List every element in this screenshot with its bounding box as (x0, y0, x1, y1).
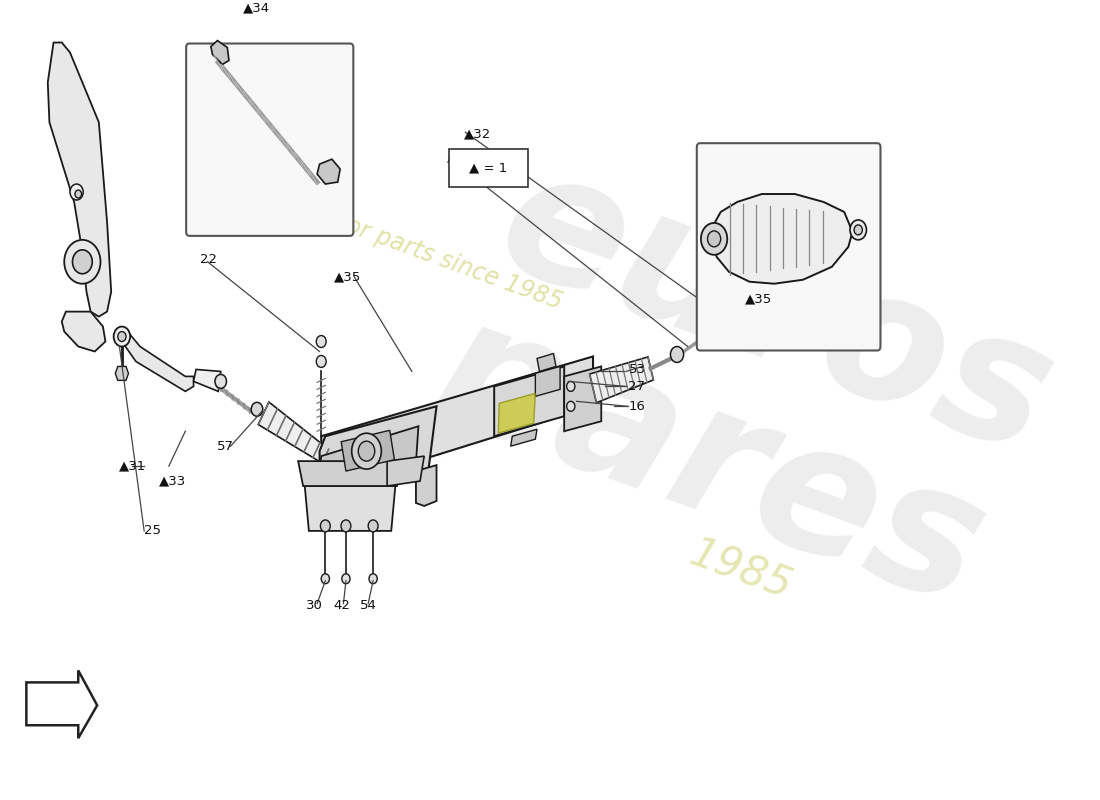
Polygon shape (122, 330, 194, 391)
Polygon shape (47, 42, 111, 317)
FancyBboxPatch shape (449, 149, 528, 187)
Text: 53: 53 (628, 363, 646, 376)
Text: 54: 54 (360, 599, 376, 612)
Circle shape (701, 223, 727, 255)
FancyBboxPatch shape (186, 43, 353, 236)
Text: a passion for parts since 1985: a passion for parts since 1985 (222, 170, 565, 314)
Circle shape (320, 520, 330, 532)
Text: 25: 25 (144, 524, 161, 538)
Text: 57: 57 (217, 440, 233, 453)
Polygon shape (498, 394, 536, 434)
Text: ▲35: ▲35 (746, 292, 772, 305)
Circle shape (850, 220, 867, 240)
Circle shape (113, 326, 130, 346)
Polygon shape (800, 250, 812, 262)
Circle shape (342, 574, 350, 584)
Circle shape (64, 240, 100, 284)
Text: pares: pares (411, 281, 1008, 642)
Circle shape (566, 382, 575, 391)
Polygon shape (320, 426, 418, 496)
Circle shape (352, 434, 382, 469)
Text: ▲33: ▲33 (160, 474, 186, 487)
Polygon shape (494, 366, 564, 436)
Text: 27: 27 (628, 380, 646, 393)
Polygon shape (26, 670, 97, 738)
Polygon shape (317, 159, 340, 184)
Circle shape (707, 231, 721, 247)
Polygon shape (564, 366, 602, 431)
Circle shape (251, 402, 263, 416)
Circle shape (118, 331, 127, 342)
Text: ▲31: ▲31 (120, 460, 146, 473)
Circle shape (75, 190, 81, 198)
Polygon shape (305, 486, 395, 531)
Circle shape (70, 184, 84, 200)
Text: euros: euros (477, 131, 1075, 492)
Polygon shape (194, 370, 221, 391)
Polygon shape (416, 465, 437, 506)
Polygon shape (739, 227, 803, 314)
Polygon shape (62, 312, 106, 351)
Text: 30: 30 (306, 599, 323, 612)
Circle shape (214, 374, 227, 388)
Polygon shape (211, 41, 229, 65)
Circle shape (359, 441, 375, 461)
Polygon shape (510, 430, 537, 446)
Polygon shape (298, 461, 402, 486)
Text: 22: 22 (200, 254, 217, 266)
Text: 1985: 1985 (683, 533, 798, 609)
Circle shape (321, 574, 330, 584)
Circle shape (670, 346, 683, 362)
Text: ▲32: ▲32 (464, 128, 491, 141)
Text: ▲34: ▲34 (243, 1, 271, 14)
Polygon shape (387, 456, 425, 486)
Circle shape (341, 520, 351, 532)
Polygon shape (321, 357, 593, 491)
Text: ▲35: ▲35 (333, 270, 361, 283)
Text: 42: 42 (333, 599, 350, 612)
Circle shape (566, 402, 575, 411)
Text: ▲33: ▲33 (448, 150, 474, 164)
Circle shape (317, 355, 327, 367)
Circle shape (795, 212, 815, 236)
Text: 16: 16 (628, 400, 646, 413)
Circle shape (801, 218, 811, 230)
Circle shape (368, 520, 378, 532)
Bar (341, 430, 395, 471)
Polygon shape (116, 366, 129, 380)
Polygon shape (320, 406, 437, 506)
Circle shape (368, 574, 377, 584)
Circle shape (854, 225, 862, 235)
Polygon shape (537, 354, 556, 371)
Polygon shape (590, 357, 653, 402)
Polygon shape (713, 194, 852, 284)
Text: ▲ = 1: ▲ = 1 (470, 162, 507, 174)
Circle shape (73, 250, 92, 274)
Polygon shape (536, 366, 560, 396)
Circle shape (317, 335, 327, 347)
Polygon shape (258, 402, 329, 463)
FancyBboxPatch shape (696, 143, 880, 350)
